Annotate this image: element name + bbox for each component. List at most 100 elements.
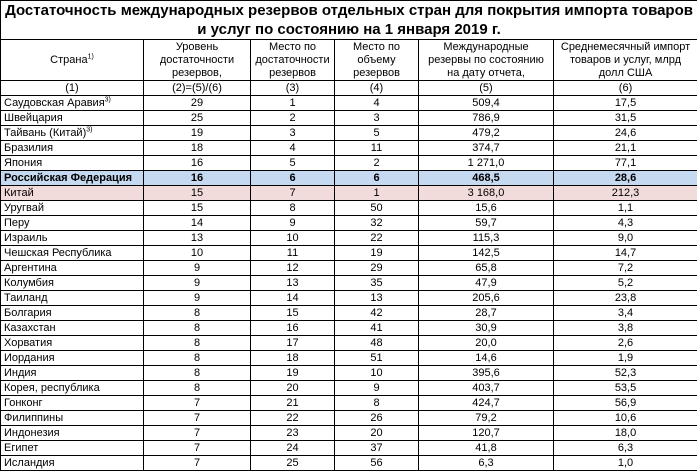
adequacy-rank-cell: 8	[251, 201, 335, 216]
country-cell: Аргентина	[1, 261, 144, 276]
col-index: (4)	[335, 81, 419, 96]
import-cell: 212,3	[554, 186, 697, 201]
import-cell: 1,1	[554, 201, 697, 216]
adequacy-rank-cell: 4	[251, 141, 335, 156]
adequacy-cell: 15	[144, 186, 251, 201]
import-cell: 3,4	[554, 306, 697, 321]
reserves-cell: 120,7	[419, 426, 554, 441]
adequacy-rank-cell: 16	[251, 321, 335, 336]
adequacy-cell: 15	[144, 201, 251, 216]
volume-rank-cell: 51	[335, 351, 419, 366]
adequacy-rank-cell: 9	[251, 216, 335, 231]
country-cell: Болгария	[1, 306, 144, 321]
adequacy-cell: 7	[144, 456, 251, 471]
adequacy-cell: 7	[144, 441, 251, 456]
adequacy-cell: 9	[144, 276, 251, 291]
reserves-cell: 115,3	[419, 231, 554, 246]
import-cell: 31,5	[554, 111, 697, 126]
country-cell: Япония	[1, 156, 144, 171]
import-cell: 28,6	[554, 171, 697, 186]
adequacy-rank-cell: 2	[251, 111, 335, 126]
adequacy-cell: 8	[144, 306, 251, 321]
volume-rank-cell: 10	[335, 366, 419, 381]
adequacy-rank-cell: 13	[251, 276, 335, 291]
volume-rank-cell: 3	[335, 111, 419, 126]
volume-rank-cell: 20	[335, 426, 419, 441]
volume-rank-cell: 9	[335, 381, 419, 396]
adequacy-rank-cell: 21	[251, 396, 335, 411]
volume-rank-cell: 1	[335, 186, 419, 201]
adequacy-rank-cell: 23	[251, 426, 335, 441]
country-cell: Бразилия	[1, 141, 144, 156]
import-cell: 17,5	[554, 96, 697, 111]
col-header-volume-rank: Место по объему резервов	[335, 40, 419, 81]
import-cell: 52,3	[554, 366, 697, 381]
col-index: (1)	[1, 81, 144, 96]
adequacy-cell: 13	[144, 231, 251, 246]
col-header-country: Страна1)	[1, 40, 144, 81]
reserves-cell: 424,7	[419, 396, 554, 411]
import-cell: 56,9	[554, 396, 697, 411]
volume-rank-cell: 50	[335, 201, 419, 216]
country-cell: Чешская Республика	[1, 246, 144, 261]
adequacy-rank-cell: 5	[251, 156, 335, 171]
col-header-adequacy-rank: Место по достаточности резервов	[251, 40, 335, 81]
reserves-cell: 374,7	[419, 141, 554, 156]
volume-rank-cell: 8	[335, 396, 419, 411]
adequacy-cell: 8	[144, 381, 251, 396]
adequacy-cell: 9	[144, 291, 251, 306]
volume-rank-cell: 2	[335, 156, 419, 171]
country-cell: Перу	[1, 216, 144, 231]
adequacy-cell: 19	[144, 126, 251, 141]
adequacy-cell: 29	[144, 96, 251, 111]
reserves-cell: 65,8	[419, 261, 554, 276]
col-index: (6)	[554, 81, 697, 96]
country-cell: Иордания	[1, 351, 144, 366]
volume-rank-cell: 56	[335, 456, 419, 471]
volume-rank-cell: 5	[335, 126, 419, 141]
volume-rank-cell: 48	[335, 336, 419, 351]
header-row: Страна1) Уровень достаточности резервов,…	[1, 40, 697, 81]
adequacy-cell: 8	[144, 351, 251, 366]
reserves-cell: 3 168,0	[419, 186, 554, 201]
col-index: (3)	[251, 81, 335, 96]
reserves-cell: 79,2	[419, 411, 554, 426]
col-header-adequacy: Уровень достаточности резервов,	[144, 40, 251, 81]
reserves-cell: 205,6	[419, 291, 554, 306]
import-cell: 9,0	[554, 231, 697, 246]
adequacy-cell: 16	[144, 156, 251, 171]
volume-rank-cell: 37	[335, 441, 419, 456]
table-title: Достаточность международных резервов отд…	[1, 1, 697, 40]
country-cell: Индия	[1, 366, 144, 381]
country-cell: Таиланд	[1, 291, 144, 306]
country-cell: Хорватия	[1, 336, 144, 351]
import-cell: 10,6	[554, 411, 697, 426]
reserves-cell: 14,6	[419, 351, 554, 366]
adequacy-rank-cell: 12	[251, 261, 335, 276]
adequacy-rank-cell: 14	[251, 291, 335, 306]
volume-rank-cell: 41	[335, 321, 419, 336]
adequacy-cell: 7	[144, 396, 251, 411]
country-cell: Казахстан	[1, 321, 144, 336]
adequacy-cell: 14	[144, 216, 251, 231]
import-cell: 3,8	[554, 321, 697, 336]
col-header-reserves: Международные резервы по состоянию на да…	[419, 40, 554, 81]
country-cell: Колумбия	[1, 276, 144, 291]
adequacy-rank-cell: 20	[251, 381, 335, 396]
reserves-cell: 30,9	[419, 321, 554, 336]
import-cell: 2,6	[554, 336, 697, 351]
reserves-cell: 403,7	[419, 381, 554, 396]
reserves-cell: 479,2	[419, 126, 554, 141]
volume-rank-cell: 32	[335, 216, 419, 231]
